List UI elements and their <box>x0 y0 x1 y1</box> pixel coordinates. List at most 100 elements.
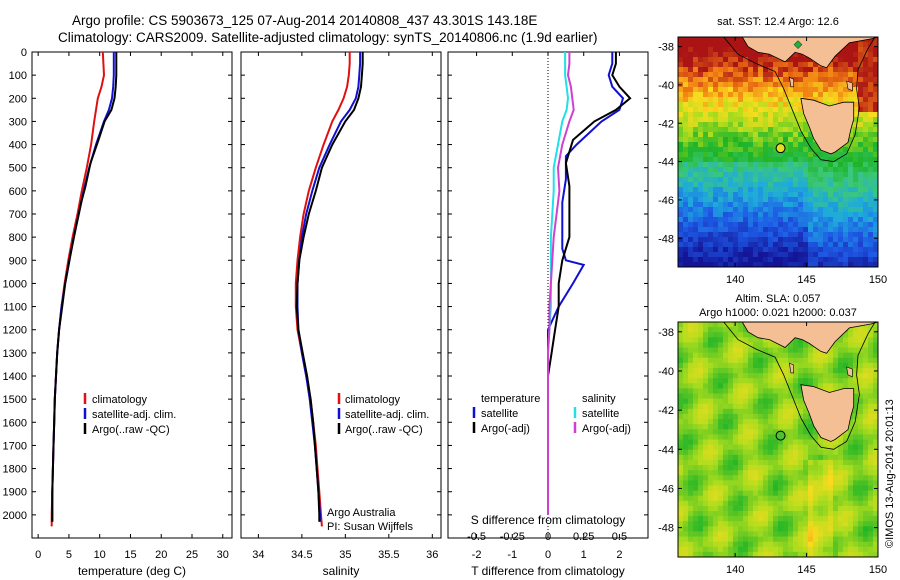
heatmap-cell <box>698 500 704 507</box>
heatmap-cell <box>873 480 878 486</box>
heatmap-cell <box>803 362 809 369</box>
heatmap-cell <box>798 408 804 415</box>
heatmap-cell <box>708 132 714 138</box>
heatmap-cell <box>828 490 834 497</box>
heatmap-cell <box>698 419 704 425</box>
heatmap-cell <box>838 242 844 248</box>
heatmap-cell <box>828 347 834 354</box>
heatmap-cell <box>858 197 864 203</box>
heatmap-cell <box>693 112 699 118</box>
heatmap-cell <box>708 212 714 218</box>
heatmap-cell <box>753 172 759 178</box>
heatmap-cell <box>678 252 684 258</box>
heatmap-cell <box>738 162 744 168</box>
heatmap-cell <box>683 398 689 405</box>
heatmap-cell <box>863 142 869 148</box>
heatmap-cell <box>803 62 809 68</box>
heatmap-cell <box>723 72 729 78</box>
heatmap-cell <box>708 112 714 118</box>
heatmap-cell <box>818 521 824 527</box>
heatmap-cell <box>853 439 859 446</box>
heatmap-cell <box>728 197 734 203</box>
heatmap-cell <box>873 102 878 108</box>
heatmap-cell <box>708 327 714 333</box>
heatmap-cell <box>733 172 739 178</box>
heatmap-cell <box>733 367 739 374</box>
heatmap-cell <box>828 207 834 213</box>
heatmap-cell <box>853 182 859 188</box>
heatmap-cell <box>798 398 804 405</box>
heatmap-cell <box>728 459 734 466</box>
heatmap-cell <box>833 516 839 522</box>
heatmap-cell <box>728 541 734 548</box>
depth-tick-label: 900 <box>9 255 27 267</box>
heatmap-cell <box>683 62 689 68</box>
heatmap-cell <box>788 449 794 456</box>
heatmap-cell <box>678 516 684 522</box>
heatmap-cell <box>738 172 744 178</box>
heatmap-cell <box>773 352 779 359</box>
heatmap-cell <box>688 177 694 183</box>
heatmap-cell <box>868 132 874 138</box>
heatmap-cell <box>758 262 764 267</box>
heatmap-cell <box>708 172 714 178</box>
heatmap-cell <box>833 252 839 258</box>
heatmap-cell <box>708 347 714 354</box>
heatmap-cell <box>863 490 869 497</box>
heatmap-cell <box>688 342 694 348</box>
header-line-2: Climatology: CARS2009. Satellite-adjuste… <box>58 30 598 45</box>
heatmap-cell <box>873 398 878 405</box>
heatmap-cell <box>708 137 714 143</box>
heatmap-cell <box>708 429 714 435</box>
heatmap-cell <box>763 342 769 348</box>
heatmap-cell <box>733 516 739 522</box>
heatmap-cell <box>833 82 839 88</box>
heatmap-cell <box>863 439 869 446</box>
heatmap-cell <box>763 373 769 379</box>
heatmap-cell <box>723 444 729 451</box>
x-tick-label: 35 <box>339 549 351 561</box>
heatmap-cell <box>743 247 749 253</box>
heatmap-cell <box>843 495 849 502</box>
heatmap-cell <box>798 500 804 507</box>
heatmap-cell <box>833 237 839 243</box>
heatmap-cell <box>718 378 724 384</box>
heatmap-cell <box>793 429 799 435</box>
heatmap-cell <box>793 541 799 548</box>
heatmap-cell <box>808 454 814 461</box>
heatmap-cell <box>733 147 739 153</box>
heatmap-cell <box>873 429 878 435</box>
heatmap-cell <box>748 383 754 389</box>
heatmap-cell <box>723 439 729 446</box>
heatmap-cell <box>723 347 729 354</box>
heatmap-cell <box>853 247 859 253</box>
heatmap-cell <box>808 92 814 98</box>
heatmap-cell <box>823 217 829 223</box>
heatmap-cell <box>788 257 794 263</box>
heatmap-cell <box>848 470 854 476</box>
heatmap-cell <box>873 337 878 343</box>
heatmap-cell <box>703 127 709 133</box>
heatmap-cell <box>808 459 814 466</box>
heatmap-cell <box>773 541 779 548</box>
heatmap-cell <box>708 531 714 537</box>
heatmap-cell <box>848 362 854 369</box>
heatmap-cell <box>758 217 764 223</box>
heatmap-cell <box>863 393 869 400</box>
heatmap-cell <box>713 77 719 83</box>
heatmap-cell <box>733 398 739 405</box>
heatmap-cell <box>813 485 819 491</box>
heatmap-cell <box>718 182 724 188</box>
heatmap-cell <box>863 147 869 153</box>
heatmap-cell <box>678 373 684 379</box>
heatmap-cell <box>703 122 709 128</box>
heatmap-cell <box>733 490 739 497</box>
heatmap-cell <box>723 470 729 476</box>
heatmap-cell <box>818 511 824 517</box>
heatmap-cell <box>833 262 839 267</box>
heatmap-cell <box>768 454 774 461</box>
heatmap-cell <box>713 197 719 203</box>
heatmap-cell <box>873 475 878 481</box>
heatmap-cell <box>843 247 849 253</box>
heatmap-cell <box>768 147 774 153</box>
